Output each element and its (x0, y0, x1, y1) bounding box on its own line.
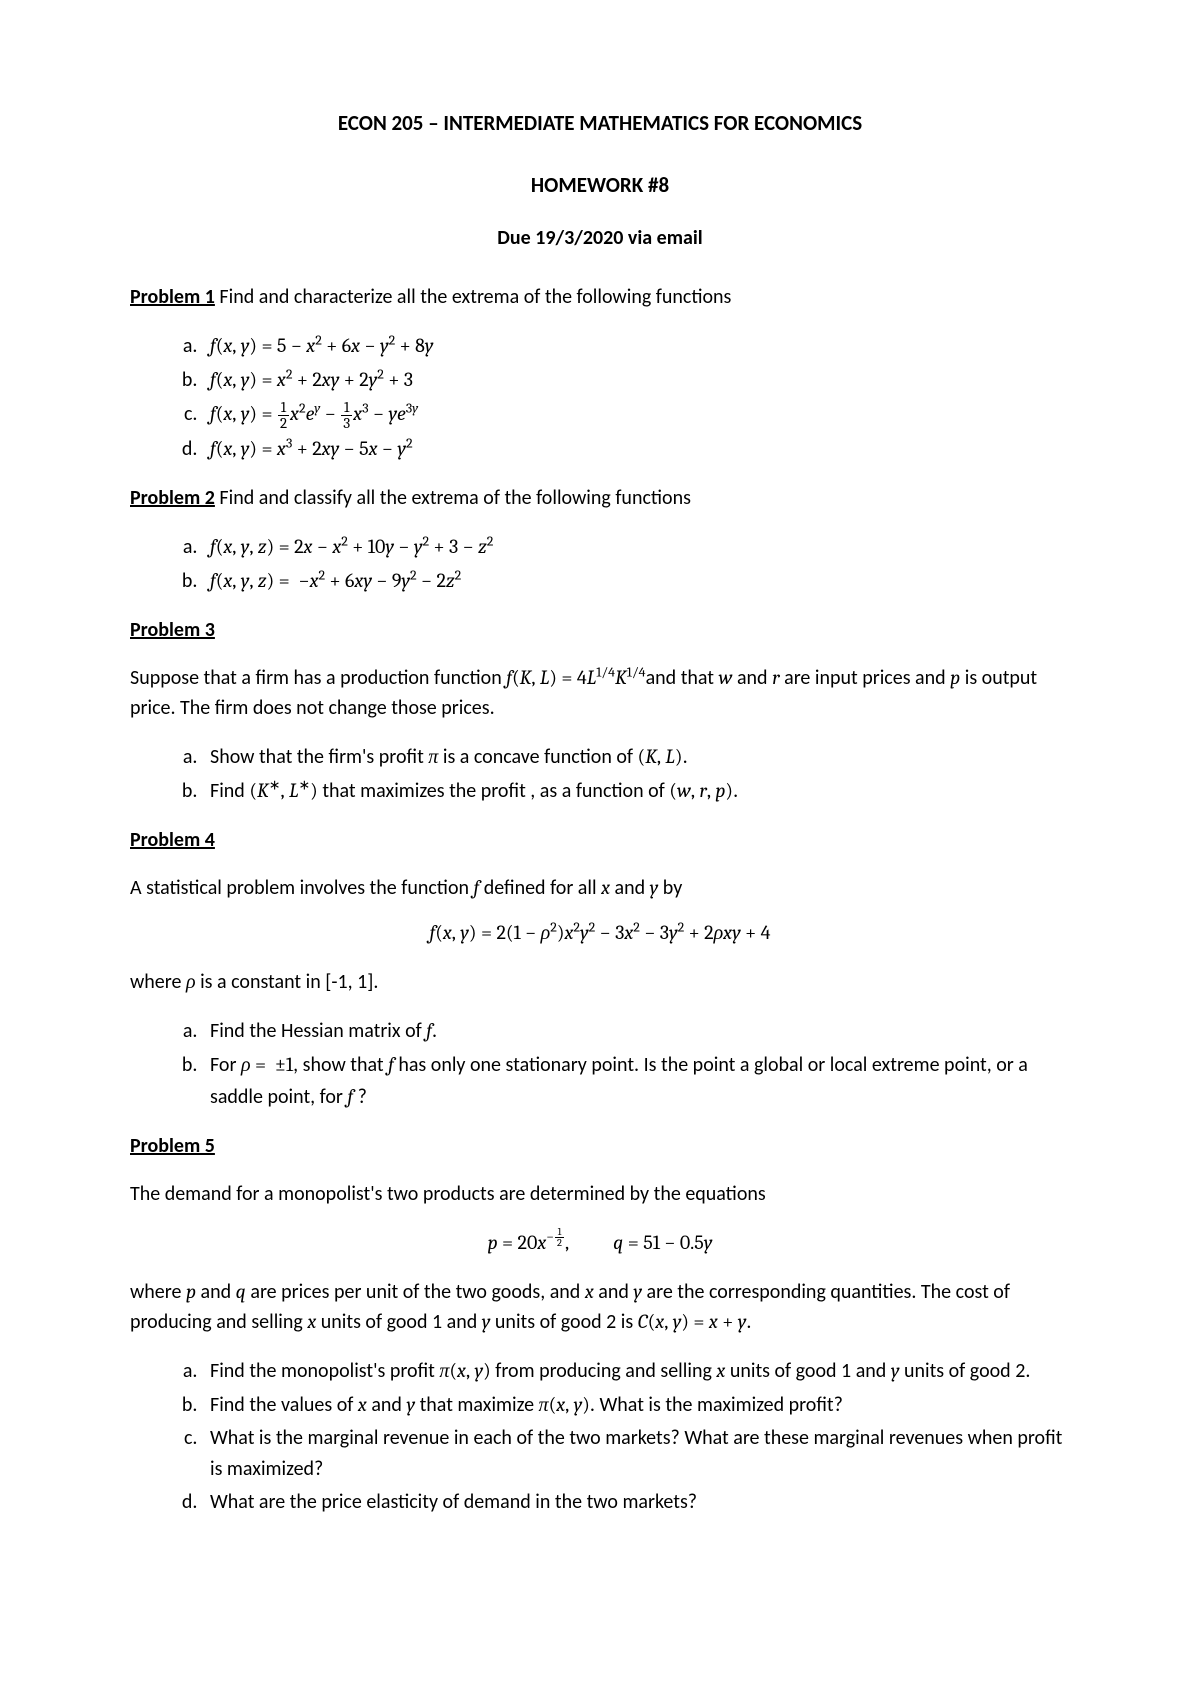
p1-item-b: f(x, y) = x2 + 2xy + 2y2 + 3 (202, 364, 1070, 396)
p1-item-a: f(x, y) = 5 − x2 + 6x − y2 + 8y (202, 330, 1070, 362)
problem-5-heading: Problem 5 (130, 1131, 1070, 1161)
p4-item-a: Find the Hessian matrix of f. (202, 1015, 1070, 1047)
homework-title: HOMEWORK #8 (130, 172, 1070, 198)
page: ECON 205 – INTERMEDIATE MATHEMATICS FOR … (0, 0, 1200, 1697)
problem-2-heading: Problem 2 Find and classify all the extr… (130, 483, 1070, 513)
problem-4-where: where ρ is a constant in [-1, 1]. (130, 967, 1070, 997)
problem-1-text: Find and characterize all the extrema of… (215, 285, 731, 309)
problem-4-heading: Problem 4 (130, 825, 1070, 855)
problem-3-list: Show that the firm's profit π is a conca… (130, 741, 1070, 807)
p1-item-c: f(x, y) = 12x2ey − 13x3 − ye3y (202, 398, 1070, 431)
problem-4-equation: f(x, y) = 2(1 − ρ2)x2y2 − 3x2 − 3y2 + 2ρ… (130, 921, 1070, 945)
problem-3-heading: Problem 3 (130, 615, 1070, 645)
problem-4-label: Problem 4 (130, 828, 215, 852)
problem-1-heading: Problem 1 Find and characterize all the … (130, 282, 1070, 312)
p5-item-c: What is the marginal revenue in each of … (202, 1423, 1070, 1485)
p5-item-a: Find the monopolist's profit π(x, y) fro… (202, 1355, 1070, 1387)
problem-1-list: f(x, y) = 5 − x2 + 6x − y2 + 8y f(x, y) … (130, 330, 1070, 465)
p3-item-b: Find (K∗, L∗) that maximizes the profit … (202, 775, 1070, 807)
problem-4-list: Find the Hessian matrix of f. For ρ = ±1… (130, 1015, 1070, 1113)
problem-5-label: Problem 5 (130, 1134, 215, 1158)
p4-item-b: For ρ = ±1, show that f has only one sta… (202, 1049, 1070, 1113)
problem-5-intro: The demand for a monopolist's two produc… (130, 1179, 1070, 1209)
problem-5-equation: p = 20x−12, q = 51 − 0.5y (130, 1227, 1070, 1255)
problem-5-after: where p and q are prices per unit of the… (130, 1277, 1070, 1337)
p2-item-a: f(x, y, z) = 2x − x2 + 10y − y2 + 3 − z2 (202, 531, 1070, 563)
problem-1-label: Problem 1 (130, 285, 215, 309)
problem-2-label: Problem 2 (130, 486, 215, 510)
p5-item-b: Find the values of x and y that maximize… (202, 1389, 1070, 1421)
p2-item-b: f(x, y, z) = −x2 + 6xy − 9y2 − 2z2 (202, 565, 1070, 597)
due-date: Due 19/3/2020 via email (130, 226, 1070, 250)
problem-4-intro: A statistical problem involves the funct… (130, 873, 1070, 903)
problem-5-list: Find the monopolist's profit π(x, y) fro… (130, 1355, 1070, 1518)
p3-item-a: Show that the firm's profit π is a conca… (202, 741, 1070, 773)
problem-3-intro: Suppose that a firm has a production fun… (130, 663, 1070, 723)
p5-item-d: What are the price elasticity of demand … (202, 1487, 1070, 1518)
problem-2-list: f(x, y, z) = 2x − x2 + 10y − y2 + 3 − z2… (130, 531, 1070, 597)
course-title: ECON 205 – INTERMEDIATE MATHEMATICS FOR … (130, 110, 1070, 136)
problem-2-text: Find and classify all the extrema of the… (215, 486, 691, 510)
problem-3-label: Problem 3 (130, 618, 215, 642)
p1-item-d: f(x, y) = x3 + 2xy − 5x − y2 (202, 433, 1070, 465)
